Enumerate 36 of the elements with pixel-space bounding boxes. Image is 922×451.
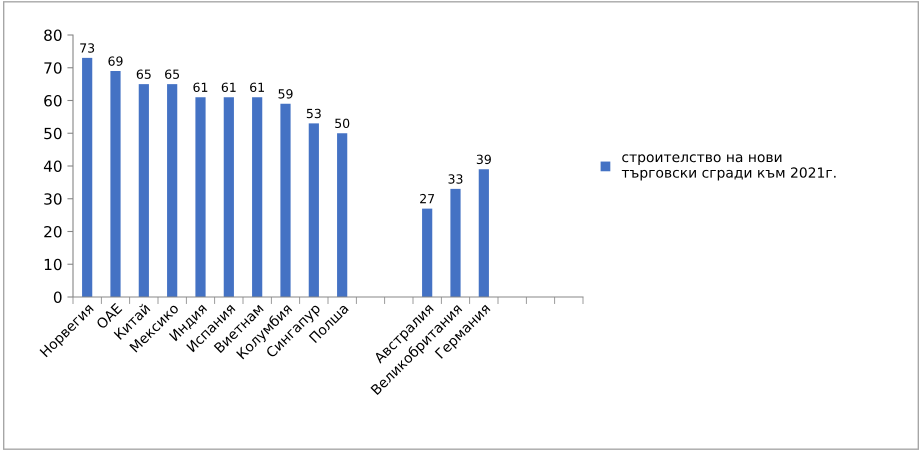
data-label: 73 (80, 43, 94, 53)
data-label: 65 (165, 69, 180, 79)
bar (195, 97, 206, 297)
data-label: 53 (306, 108, 321, 118)
data-label: 27 (420, 194, 434, 204)
data-label: 69 (108, 56, 123, 66)
data-label: 33 (448, 174, 462, 184)
bar (308, 123, 319, 297)
bar (450, 188, 461, 297)
bar (478, 169, 489, 297)
data-label: 61 (222, 82, 236, 92)
y-tick-label: 40 (44, 160, 62, 172)
y-tick-label: 0 (54, 291, 62, 304)
y-tick-label: 10 (44, 258, 62, 270)
y-tick-label: 60 (44, 94, 62, 107)
bar (224, 97, 234, 297)
bar (110, 71, 121, 297)
y-tick-label: 50 (44, 128, 62, 140)
data-label: 59 (278, 89, 293, 99)
data-label: 61 (193, 82, 208, 92)
data-label: 61 (250, 82, 264, 92)
bar (167, 84, 178, 297)
bar (280, 104, 291, 297)
bar (82, 58, 92, 297)
y-tick-label: 30 (44, 193, 62, 205)
data-label: 65 (136, 69, 151, 79)
data-label: 39 (476, 154, 491, 164)
bar (138, 84, 149, 297)
y-tick-label: 70 (44, 62, 62, 74)
data-label: 50 (335, 118, 350, 128)
bar (252, 97, 262, 297)
y-tick-label: 20 (44, 226, 62, 238)
legend-label: строителство на нови търговски сгради към 2021г. (622, 154, 836, 180)
bar (337, 133, 348, 297)
y-tick-label: 80 (44, 29, 62, 42)
bar (422, 208, 432, 297)
